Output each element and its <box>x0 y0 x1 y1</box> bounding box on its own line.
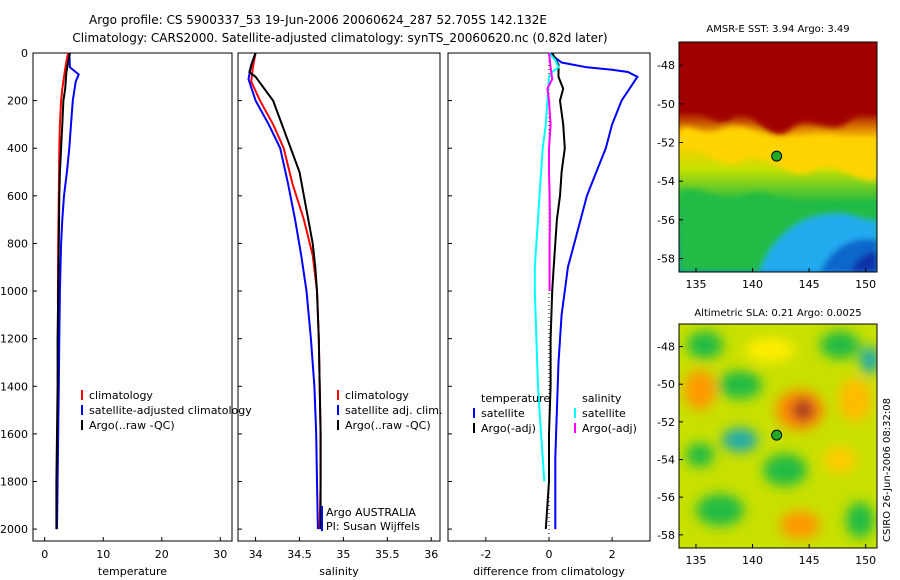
map-y-tick-label: -52 <box>657 137 675 150</box>
legend-entry: satellite <box>582 407 626 420</box>
y-tick-label: 1600 <box>0 428 28 441</box>
x-tick-label: 2 <box>609 548 616 561</box>
legend-entry: Argo(-adj) <box>582 422 637 435</box>
sla-map: Altimetric SLA: 0.21 Argo: 0.0025 <box>657 308 878 567</box>
plot-frame-0 <box>32 52 233 542</box>
map-x-tick-label: 145 <box>799 278 820 291</box>
legend-entry: satellite adj. clim. <box>345 404 442 417</box>
annotation-text: Argo AUSTRALIA <box>326 506 416 519</box>
x-axis-label: salinity <box>319 565 359 578</box>
map-x-tick-label: 140 <box>742 278 763 291</box>
y-tick-label: 800 <box>7 237 28 250</box>
map-y-tick-label: -54 <box>657 454 675 467</box>
map-y-tick-label: -48 <box>657 59 675 72</box>
map-y-tick-label: -58 <box>657 529 675 542</box>
y-tick-label: 200 <box>7 95 28 108</box>
y-tick-label: 1000 <box>0 285 28 298</box>
argo-location-marker <box>771 150 783 162</box>
legend-entry: Argo(..raw -QC) <box>89 419 175 432</box>
x-tick-label: 34 <box>249 548 263 561</box>
map-x-tick-label: 145 <box>799 554 820 567</box>
y-tick-label: 1800 <box>0 475 28 488</box>
map-x-tick-label: 140 <box>742 554 763 567</box>
legend-entry: Argo(-adj) <box>481 422 536 435</box>
series-line-2 <box>55 52 71 530</box>
map-x-tick-label: 150 <box>855 554 876 567</box>
plot-frame-1 <box>237 52 441 542</box>
map-y-tick-label: -56 <box>657 491 675 504</box>
x-tick-label: 35.5 <box>375 548 400 561</box>
series-line-2 <box>533 52 560 482</box>
y-tick-label: 2000 <box>0 523 28 536</box>
legend-entry: salinity <box>582 392 622 405</box>
x-tick-label: 30 <box>213 548 227 561</box>
figure-title-line2: Climatology: CARS2000. Satellite-adjuste… <box>72 31 607 45</box>
series-line-1 <box>56 52 80 530</box>
legend-entry: climatology <box>89 389 153 402</box>
x-tick-label: 20 <box>155 548 169 561</box>
x-tick-label: 10 <box>96 548 110 561</box>
sla-map-title: Altimetric SLA: 0.21 Argo: 0.0025 <box>694 308 861 319</box>
series-line-3 <box>546 52 554 291</box>
x-tick-label: 35 <box>336 548 350 561</box>
figure-title-line1: Argo profile: CS 5900337_53 19-Jun-2006 … <box>89 13 547 27</box>
map-y-tick-label: -50 <box>657 98 675 111</box>
map-y-tick-label: -50 <box>657 378 675 391</box>
map-y-tick-label: -58 <box>657 252 675 265</box>
y-tick-label: 1200 <box>0 333 28 346</box>
series-line-2 <box>248 52 322 530</box>
y-tick-label: 400 <box>7 142 28 155</box>
y-tick-label: 0 <box>21 47 28 60</box>
y-tick-label: 1400 <box>0 380 28 393</box>
map-x-tick-label: 135 <box>685 278 706 291</box>
legend-entry: Argo(..raw -QC) <box>345 419 431 432</box>
map-y-tick-label: -52 <box>657 416 675 429</box>
series-line-1 <box>544 52 566 530</box>
difference-panel: -2 0 2 difference from climatology temperatu… <box>447 52 651 578</box>
x-tick-label: 0 <box>41 548 48 561</box>
y-tick-label: 600 <box>7 190 28 203</box>
series-line-0 <box>548 52 639 530</box>
map-y-tick-label: -56 <box>657 214 675 227</box>
argo-location-marker <box>771 429 783 441</box>
map-y-tick-label: -54 <box>657 175 675 188</box>
map-x-tick-label: 150 <box>855 278 876 291</box>
x-axis-label: difference from climatology <box>473 565 625 578</box>
x-tick-label: 0 <box>546 548 553 561</box>
legend-entry: climatology <box>345 389 409 402</box>
map-x-tick-label: 135 <box>685 554 706 567</box>
sst-map: AMSR-E SST: 3.94 Argo: 3.49 135 140 145 150… <box>657 24 878 291</box>
sst-map-title: AMSR-E SST: 3.94 Argo: 3.49 <box>706 24 849 35</box>
series-line-0 <box>250 52 322 530</box>
legend-entry: temperature <box>481 392 550 405</box>
series-line-1 <box>247 52 319 530</box>
sla-field <box>679 324 877 548</box>
legend-entry: satellite <box>481 407 525 420</box>
annotation-text: PI: Susan Wijffels <box>326 520 420 533</box>
x-tick-label: 36 <box>424 548 438 561</box>
x-tick-label: 34.5 <box>287 548 312 561</box>
map-y-tick-label: -48 <box>657 341 675 354</box>
temperature-panel: 0 10 20 30 0 200 400 600 800 1000 1200 1400 1600 1800… <box>0 47 252 578</box>
legend-entry: satellite-adjusted climatology <box>89 404 252 417</box>
x-tick-label: -2 <box>480 548 491 561</box>
timestamp-label: CSIRO 26-Jun-2006 08:32:08 <box>882 398 893 542</box>
salinity-panel: 34 34.5 35 35.5 36 salinity climatology satelli… <box>237 52 442 578</box>
x-axis-label: temperature <box>98 565 167 578</box>
